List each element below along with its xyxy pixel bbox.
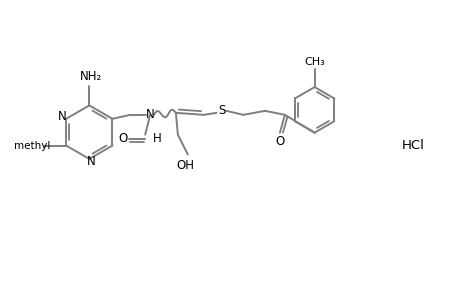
Text: OH: OH [176,159,194,172]
Text: N: N [146,108,154,121]
Text: HCl: HCl [401,139,424,152]
Text: S: S [217,104,224,117]
Text: H: H [152,132,161,145]
Text: CH₃: CH₃ [303,57,324,67]
Text: N: N [87,155,95,168]
Text: methyl: methyl [14,140,50,151]
Text: N: N [58,110,67,123]
Text: O: O [274,135,284,148]
Text: NH₂: NH₂ [80,70,102,83]
Text: O: O [118,132,128,145]
